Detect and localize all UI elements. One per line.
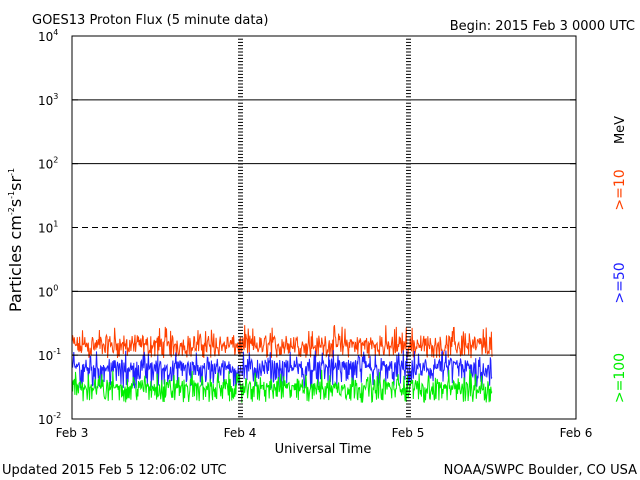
x-tick-label: Feb 6 xyxy=(560,426,593,440)
series-line xyxy=(71,324,493,359)
x-tick-labels: Feb 3 Feb 4 Feb 5 Feb 6 xyxy=(56,426,593,440)
begin-time: Begin: 2015 Feb 3 0000 UTC xyxy=(450,19,635,34)
series-line xyxy=(71,350,493,389)
data-source: NOAA/SWPC Boulder, CO USA xyxy=(444,463,637,478)
legend-series-50mev: >=50 xyxy=(612,262,628,303)
legend-series-10mev: >=10 xyxy=(612,169,628,210)
y-tick-label: 104 xyxy=(38,28,58,44)
y-tick-label: 10-2 xyxy=(38,411,61,427)
y-tick-labels: 10-2 10-1 100 101 102 103 104 xyxy=(38,28,576,427)
updated-timestamp: Updated 2015 Feb 5 12:06:02 UTC xyxy=(2,463,227,478)
y-tick-label: 103 xyxy=(38,92,58,108)
y-tick-label: 100 xyxy=(38,283,58,299)
grid-layer xyxy=(72,35,576,418)
day-divider xyxy=(238,35,243,418)
legend-series-100mev: >=100 xyxy=(612,353,628,403)
x-tick-label: Feb 4 xyxy=(224,426,257,440)
y-tick-label: 102 xyxy=(38,156,58,172)
y-tick-label: 10-1 xyxy=(38,347,61,363)
series-line xyxy=(71,369,493,404)
x-tick-label: Feb 3 xyxy=(56,426,89,440)
day-divider xyxy=(406,35,411,418)
x-tick-label: Feb 5 xyxy=(392,426,425,440)
y-axis-label: Particles cm-2s-1sr-1 xyxy=(6,168,25,312)
y-tick-label: 101 xyxy=(38,220,58,236)
x-axis-label: Universal Time xyxy=(275,442,372,457)
legend-unit: MeV xyxy=(613,116,628,144)
chart-title: GOES13 Proton Flux (5 minute data) xyxy=(32,13,268,28)
series-layer xyxy=(71,324,493,404)
